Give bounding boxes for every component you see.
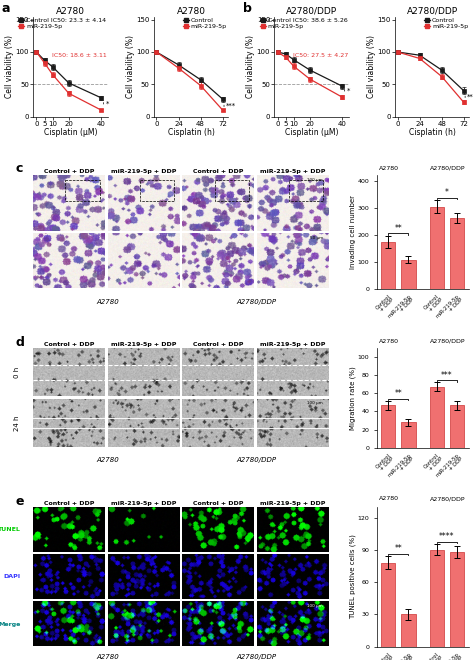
Bar (381, 405, 395, 448)
Text: 100 μm: 100 μm (307, 178, 323, 182)
Title: A2780/DDP: A2780/DDP (407, 7, 457, 16)
Title: Control + DDP: Control + DDP (44, 170, 94, 174)
Text: 50 μm: 50 μm (310, 236, 323, 240)
Text: A2780/DDP: A2780/DDP (237, 653, 277, 659)
Y-axis label: Cell viability (%): Cell viability (%) (5, 35, 14, 98)
Y-axis label: Cell viability (%): Cell viability (%) (246, 35, 255, 98)
Text: 24 h: 24 h (14, 416, 20, 431)
Title: Control + DDP: Control + DDP (44, 342, 94, 346)
Text: A2780: A2780 (379, 166, 399, 171)
Legend: Control IC50: 23.3 ± 4.14, miR-219-5p: Control IC50: 23.3 ± 4.14, miR-219-5p (18, 18, 106, 30)
Bar (429, 387, 444, 448)
Bar (289, 180, 323, 201)
Text: IC50: 18.6 ± 3.11: IC50: 18.6 ± 3.11 (52, 53, 107, 57)
Legend: Control IC50: 38.6 ± 5.26, miR-219-5p: Control IC50: 38.6 ± 5.26, miR-219-5p (260, 18, 347, 30)
Title: miR-219-5p + DDP: miR-219-5p + DDP (111, 501, 176, 506)
Bar (215, 180, 249, 201)
Bar (450, 218, 465, 289)
X-axis label: Cisplatin (μM): Cisplatin (μM) (285, 128, 338, 137)
Text: **: ** (394, 544, 402, 553)
Bar (381, 563, 395, 647)
Text: **: ** (394, 389, 402, 398)
Title: Control + DDP: Control + DDP (193, 342, 243, 346)
X-axis label: Cisplatin (h): Cisplatin (h) (167, 128, 214, 137)
X-axis label: Cisplatin (h): Cisplatin (h) (409, 128, 456, 137)
Text: c: c (15, 162, 23, 175)
Text: 100 μm: 100 μm (307, 401, 323, 405)
Bar (65, 180, 100, 201)
Text: TUNEL: TUNEL (0, 527, 20, 532)
Title: Control + DDP: Control + DDP (44, 501, 94, 506)
Text: ***: *** (226, 103, 236, 109)
Bar (140, 180, 174, 201)
Title: miR-219-5p + DDP: miR-219-5p + DDP (111, 170, 176, 174)
Text: DAPI: DAPI (3, 574, 20, 579)
Text: A2780: A2780 (96, 457, 119, 463)
Text: d: d (15, 335, 24, 348)
Text: A2780/DDP: A2780/DDP (429, 496, 465, 501)
Legend: Control, miR-219-5p: Control, miR-219-5p (424, 18, 468, 30)
Bar (450, 552, 465, 647)
Title: Control + DDP: Control + DDP (193, 501, 243, 506)
Y-axis label: Migration rate (%): Migration rate (%) (350, 366, 356, 430)
Title: miR-219-5p + DDP: miR-219-5p + DDP (111, 342, 176, 346)
Title: A2780: A2780 (176, 7, 205, 16)
Text: e: e (15, 496, 24, 508)
Title: miR-219-5p + DDP: miR-219-5p + DDP (260, 170, 325, 174)
Text: A2780/DDP: A2780/DDP (429, 166, 465, 171)
Title: miR-219-5p + DDP: miR-219-5p + DDP (260, 501, 325, 506)
Text: IC50: 27.5 ± 4.27: IC50: 27.5 ± 4.27 (293, 53, 348, 57)
X-axis label: Cisplatin (μM): Cisplatin (μM) (44, 128, 97, 137)
Bar (450, 405, 465, 448)
Text: *: * (347, 88, 350, 94)
Bar (429, 550, 444, 647)
Text: A2780: A2780 (96, 653, 119, 659)
Text: A2780/DDP: A2780/DDP (429, 339, 465, 344)
Text: ****: **** (439, 532, 455, 541)
Title: miR-219-5p + DDP: miR-219-5p + DDP (260, 342, 325, 346)
Title: Control + DDP: Control + DDP (193, 170, 243, 174)
Y-axis label: Cell viability (%): Cell viability (%) (126, 35, 135, 98)
Text: **: ** (466, 94, 473, 100)
Text: A2780: A2780 (379, 496, 399, 501)
Text: 100 μm: 100 μm (307, 604, 323, 608)
Bar (381, 242, 395, 289)
Text: A2780/DDP: A2780/DDP (237, 299, 277, 305)
Text: *: * (445, 188, 449, 197)
Text: A2780: A2780 (379, 339, 399, 344)
Legend: Control, miR-219-5p: Control, miR-219-5p (182, 18, 227, 30)
Bar (401, 614, 416, 647)
Text: ***: *** (441, 371, 453, 380)
Bar (401, 422, 416, 448)
Bar (401, 259, 416, 289)
Y-axis label: Cell viability (%): Cell viability (%) (367, 35, 376, 98)
Title: A2780: A2780 (56, 7, 85, 16)
Text: a: a (2, 3, 10, 15)
Text: A2780: A2780 (96, 299, 119, 305)
Text: Merge: Merge (0, 622, 20, 626)
Text: **: ** (394, 224, 402, 233)
Text: *: * (106, 100, 109, 107)
Text: b: b (243, 3, 252, 15)
Title: A2780/DDP: A2780/DDP (286, 7, 337, 16)
Y-axis label: Invading cell number: Invading cell number (350, 195, 356, 269)
Y-axis label: TUNEL positive cells (%): TUNEL positive cells (%) (350, 535, 356, 619)
Text: 0 h: 0 h (14, 367, 20, 378)
Text: A2780/DDP: A2780/DDP (237, 457, 277, 463)
Bar (429, 207, 444, 289)
